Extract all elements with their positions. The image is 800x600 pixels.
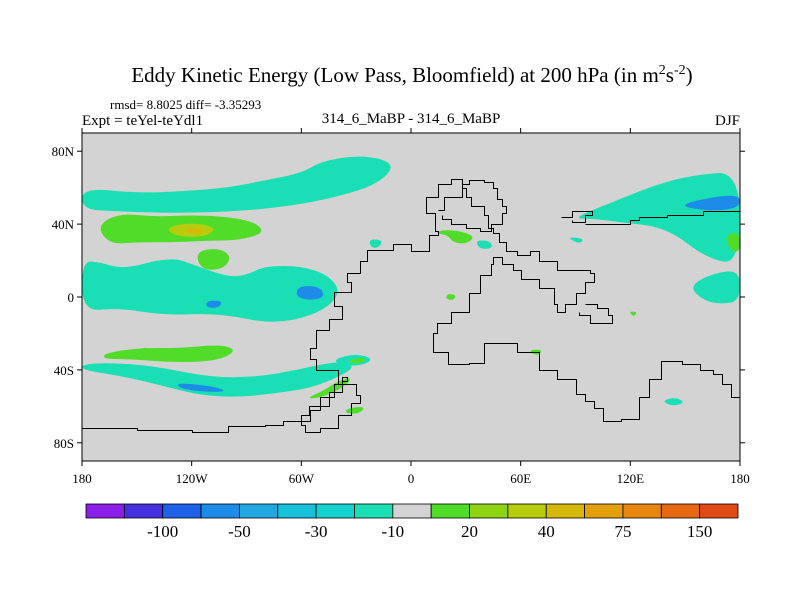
colorbar-swatch: [545, 503, 585, 519]
colorbar-swatch: [392, 503, 432, 519]
south-atlantic-green-spot: [309, 378, 351, 399]
x-tick-label: 120W: [176, 471, 209, 486]
colorbar-label: -10: [381, 522, 404, 541]
colorbar-swatch: [699, 503, 739, 519]
north-pacific-orange-core: [184, 228, 204, 234]
tropical-teal-band-west: [82, 259, 338, 322]
y-tick-label: 40S: [54, 363, 74, 378]
west-coast-green-blob: [197, 249, 230, 270]
middle-east-teal-spot: [476, 240, 492, 249]
colorbar-swatch: [162, 503, 202, 519]
colorbar-swatch: [430, 503, 470, 519]
south-pacific-green-band: [103, 345, 233, 362]
chart-title: Eddy Kinetic Energy (Low Pass, Bloomfiel…: [131, 63, 692, 87]
land-outline-southeast: [579, 304, 613, 324]
y-tick-label: 80N: [52, 144, 75, 159]
south-ocean-green-spot: [139, 348, 149, 353]
colorbar-swatch: [85, 503, 125, 519]
colorbar-swatch: [277, 503, 317, 519]
colorbar-swatch: [469, 503, 509, 519]
map-regions: [82, 156, 740, 414]
west-pacific-teal-spot: [570, 237, 583, 243]
tropical-blue-core: [296, 286, 324, 300]
land-outline-greenland: [438, 180, 507, 232]
map-outline: [82, 179, 740, 433]
east-pacific-teal-band: [693, 271, 740, 304]
comparison-label: 314_6_MaBP - 314_6_MaBP: [322, 111, 501, 127]
southern-ocean-blue-core: [177, 383, 224, 392]
y-tick-label: 40N: [52, 217, 75, 232]
colorbar-label: 20: [461, 522, 478, 541]
colorbar-label: 40: [538, 522, 555, 541]
colorbar-swatch: [239, 503, 279, 519]
southern-ocean-teal-band: [82, 362, 352, 397]
colorbar-swatch: [622, 503, 662, 519]
x-tick-label: 180: [730, 471, 750, 486]
title-main: Eddy Kinetic Energy (Low Pass, Bloomfiel…: [131, 63, 658, 87]
north-pacific-blue-core: [685, 195, 740, 211]
x-tick-label: 60W: [289, 471, 315, 486]
y-tick-label: 80S: [54, 436, 74, 451]
south-indian-green-spot: [349, 358, 366, 364]
colorbar-swatch: [507, 503, 547, 519]
mid-atlantic-teal-blob: [369, 239, 382, 248]
colorbar-label: 150: [687, 522, 713, 541]
colorbar-swatch: [584, 503, 624, 519]
title-close: ): [686, 63, 693, 87]
colorbar-label: 75: [614, 522, 631, 541]
colorbar-swatch: [354, 503, 394, 519]
land-outline-eurasia-north: [585, 208, 740, 225]
atlantic-green-spot: [446, 294, 456, 300]
y-tick-label: 0: [68, 290, 75, 305]
south-pacific-teal-spot: [664, 398, 683, 406]
axis-ticks: 180 120W 60W 0 60E 120E 180 80N 40N 0 40S 80S: [52, 128, 750, 486]
arabian-green-spot: [437, 230, 473, 244]
title-unit-s: s: [666, 63, 674, 87]
colorbar-label: -50: [228, 522, 251, 541]
x-tick-label: 0: [408, 471, 415, 486]
experiment-label: Expt = teYel-teYdl1: [82, 113, 203, 129]
land-outline-scandinavia: [561, 211, 593, 223]
colorbar-label: -100: [147, 522, 178, 541]
colorbar-swatch: [200, 503, 240, 519]
title-sup-1: 2: [659, 63, 666, 78]
title-sup-2: -2: [674, 63, 686, 78]
north-pacific-atlantic-teal-band: [82, 156, 391, 213]
colorbar-swatch: [660, 503, 701, 519]
season-label: DJF: [715, 113, 740, 129]
x-tick-label: 180: [72, 471, 92, 486]
colorbar-label: -30: [305, 522, 328, 541]
australia-south-green-spot: [630, 311, 637, 316]
east-pacific-green-spot: [346, 407, 364, 414]
west-pacific-green-spot: [726, 232, 740, 252]
colorbar-swatch: [123, 503, 164, 519]
tropical-blue-core-west: [206, 300, 222, 308]
colorbar-swatch: [315, 503, 355, 519]
land-outline-americas: [82, 179, 740, 433]
x-tick-label: 60E: [510, 471, 531, 486]
stats-label: rmsd= 8.8025 diff= -3.35293: [110, 97, 261, 112]
colorbar: -100 -50 -30 -10 20 40 75 150: [85, 503, 739, 541]
x-tick-label: 120E: [617, 471, 645, 486]
